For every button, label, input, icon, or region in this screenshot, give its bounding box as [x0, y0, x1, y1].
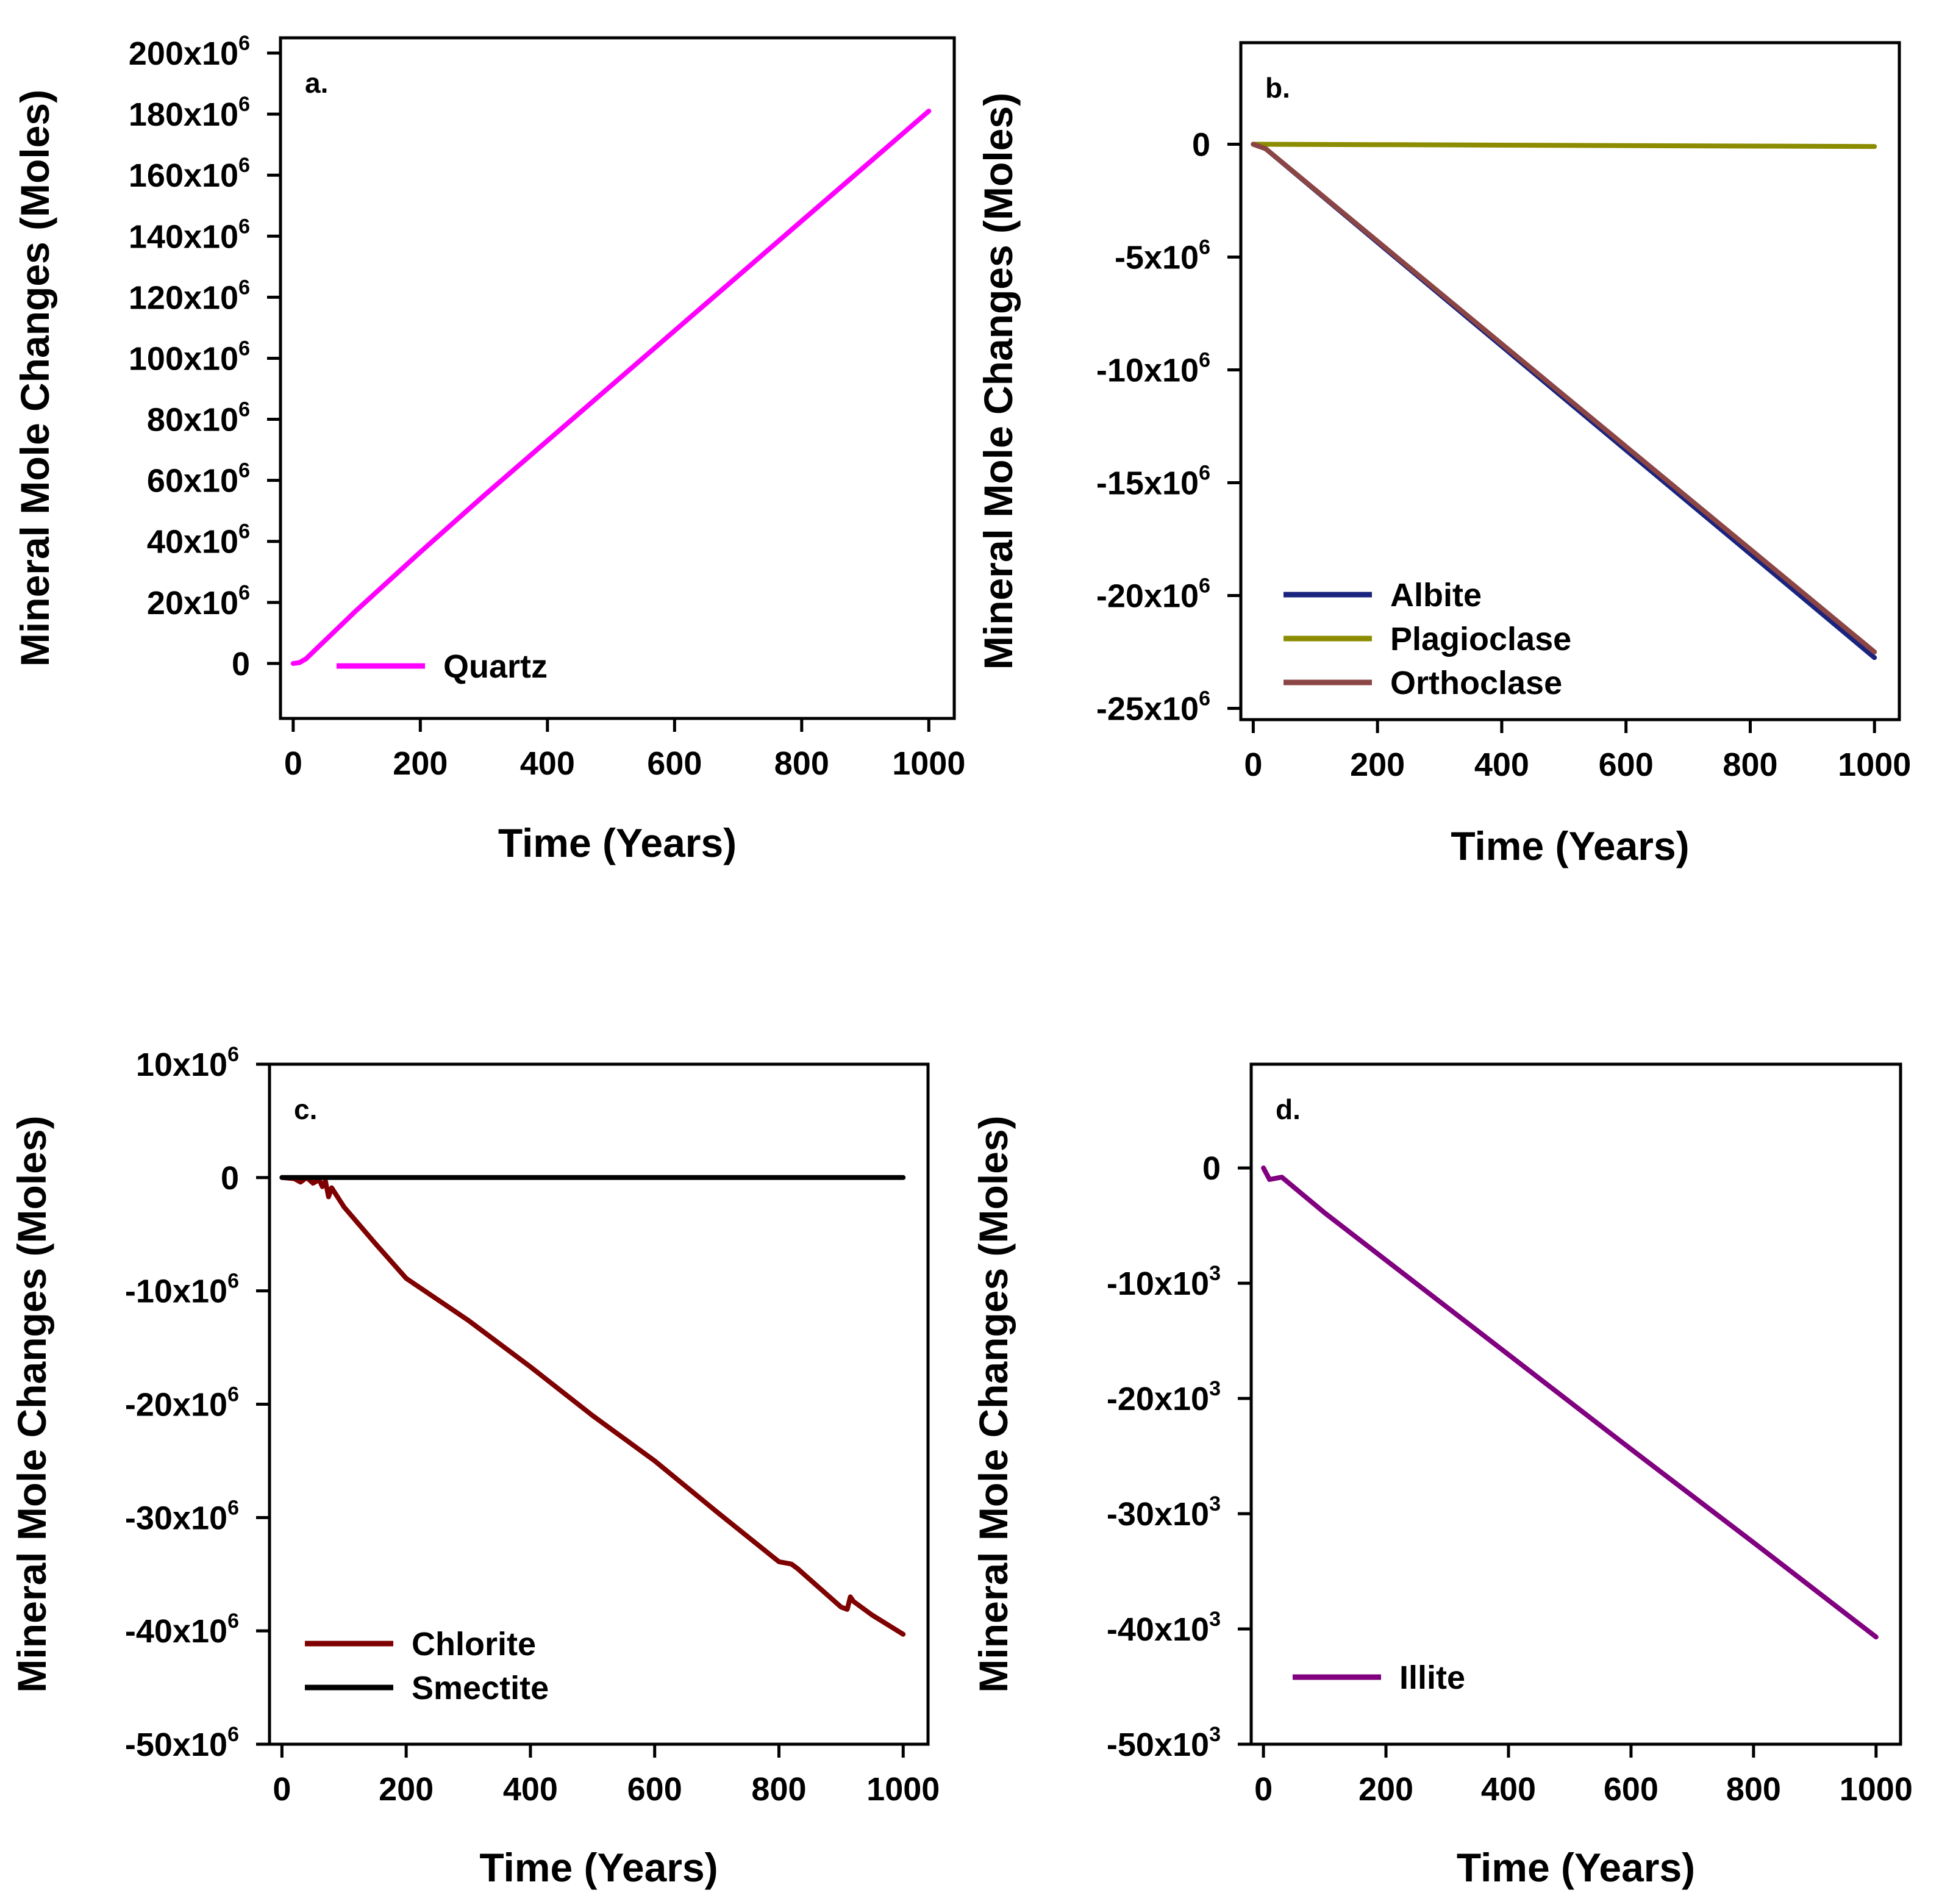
series-line-quartz: [290, 109, 932, 666]
legend-label-chlorite: Chlorite: [412, 1626, 536, 1662]
x-tick-label: 600: [647, 745, 702, 782]
x-tick-label: 200: [393, 745, 448, 782]
y-tick-label: 80x106: [147, 398, 250, 438]
x-axis-title: Time (Years): [479, 1845, 718, 1890]
y-tick-label: 160x106: [129, 154, 250, 194]
panel-c: 0 200 400 600 800 1000 10x106 0 -10x106 -20x106 -3…: [9, 1043, 940, 1890]
x-tick-label: 0: [284, 745, 302, 782]
y-axis-title: Mineral Mole Changes (Moles): [971, 1115, 1016, 1692]
x-tick-label: 1000: [1838, 746, 1911, 783]
y-tick-label: -30x103: [1107, 1492, 1221, 1533]
x-tick-label: 800: [751, 1771, 806, 1808]
series-line-chlorite: [279, 1175, 906, 1637]
y-tick-label: 0: [1192, 127, 1210, 163]
x-tick-label: 800: [1726, 1771, 1781, 1808]
y-tick-label: 140x106: [129, 215, 250, 255]
y-tick-label: -40x103: [1107, 1608, 1221, 1648]
y-tick-label: 200x106: [129, 32, 250, 72]
y-tick-label: 120x106: [129, 276, 250, 316]
x-tick-label: 400: [1474, 746, 1529, 783]
series-line-albite: [1251, 141, 1877, 660]
y-tick-label: 60x106: [147, 459, 250, 499]
panel-label: d.: [1276, 1093, 1301, 1125]
y-tick-label: -50x103: [1107, 1723, 1221, 1763]
panel-label: b.: [1265, 72, 1290, 104]
panel-a: 0 200 400 600 800 1000 200x106 180x106 160x106 14…: [12, 32, 965, 865]
y-tick-label: -5x106: [1115, 236, 1210, 276]
x-tick-label: 400: [1481, 1771, 1536, 1808]
y-axis-title: Mineral Mole Changes (Moles): [12, 90, 57, 667]
y-tick-label: 100x106: [129, 337, 250, 377]
x-tick-label: 600: [1599, 746, 1654, 783]
y-tick-label: 40x106: [147, 520, 250, 560]
y-tick-label: -20x103: [1107, 1377, 1221, 1417]
series-line-illite: [1261, 1165, 1879, 1640]
panel-label: a.: [305, 67, 328, 99]
y-tick-label: 0: [232, 646, 250, 682]
y-tick-label: -10x103: [1107, 1262, 1221, 1302]
legend-label-plagioclase: Plagioclase: [1390, 621, 1571, 657]
series-line-orthoclase: [1251, 141, 1877, 654]
x-axis-title: Time (Years): [1451, 823, 1689, 868]
x-tick-label: 800: [774, 745, 829, 782]
x-tick-label: 400: [503, 1771, 558, 1808]
x-tick-label: 1000: [892, 745, 965, 782]
y-tick-label: 0: [1202, 1150, 1221, 1187]
series-line-plagioclase: [1251, 141, 1877, 149]
y-tick-label: -15x106: [1096, 462, 1210, 502]
x-tick-label: 0: [1254, 1771, 1273, 1808]
plot-frame: [1239, 41, 1901, 721]
x-tick-label: 1000: [866, 1771, 940, 1808]
x-tick-label: 400: [520, 745, 575, 782]
y-tick-label: 20x106: [147, 581, 250, 621]
x-tick-label: 0: [273, 1771, 291, 1808]
x-tick-label: 800: [1723, 746, 1777, 783]
x-tick-label: 600: [1604, 1771, 1658, 1808]
legend-label-albite: Albite: [1390, 577, 1482, 614]
y-tick-label: 10x106: [136, 1043, 239, 1083]
x-tick-label: 0: [1244, 746, 1262, 783]
legend-label-illite: Illite: [1399, 1659, 1465, 1696]
panel-label: c.: [294, 1093, 317, 1125]
panel-d: 0 200 400 600 800 1000 0 -10x103 -20x103 -30x103 -…: [971, 1062, 1913, 1890]
y-tick-label: -50x106: [125, 1723, 239, 1763]
x-tick-label: 200: [379, 1771, 434, 1808]
legend-label-quartz: Quartz: [443, 648, 548, 685]
plot-frame: [279, 36, 956, 720]
y-tick-label: 180x106: [129, 93, 250, 133]
x-tick-label: 200: [1359, 1771, 1413, 1808]
plot-frame: [1249, 1062, 1902, 1746]
legend-label-smectite: Smectite: [412, 1670, 549, 1706]
x-axis-title: Time (Years): [1457, 1845, 1695, 1890]
y-axis-title: Mineral Mole Changes (Moles): [9, 1115, 54, 1692]
y-tick-label: 0: [221, 1160, 239, 1197]
x-tick-label: 1000: [1840, 1771, 1913, 1808]
y-tick-label: -10x106: [1096, 349, 1210, 389]
y-tick-label: -20x106: [1096, 574, 1210, 615]
x-tick-label: 600: [627, 1771, 682, 1808]
y-axis-title: Mineral Mole Changes (Moles): [976, 93, 1021, 670]
y-tick-label: -25x106: [1096, 687, 1210, 728]
x-tick-label: 200: [1350, 746, 1405, 783]
y-tick-label: -20x106: [125, 1383, 239, 1423]
y-tick-label: -10x106: [125, 1270, 239, 1310]
y-tick-label: -40x106: [125, 1609, 239, 1650]
x-axis-title: Time (Years): [498, 820, 737, 865]
y-tick-label: -30x106: [125, 1496, 239, 1536]
panel-b: 0 200 400 600 800 1000 0 -5x106 -10x106 -15x106 -2…: [976, 41, 1911, 868]
legend-label-orthoclase: Orthoclase: [1390, 665, 1562, 701]
